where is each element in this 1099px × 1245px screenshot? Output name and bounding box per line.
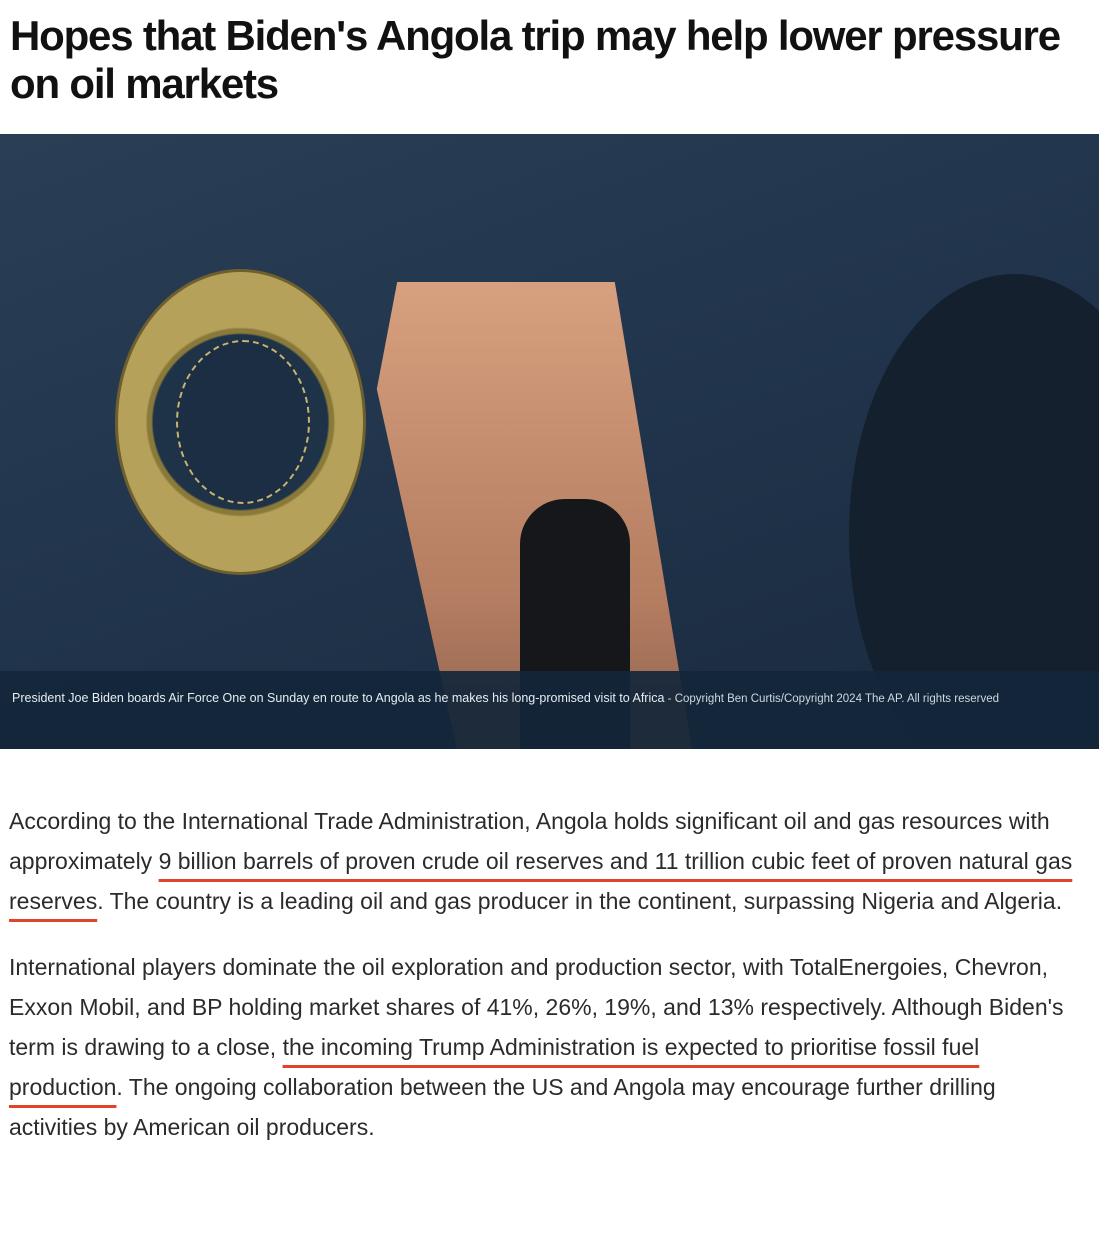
- caption-text: President Joe Biden boards Air Force One…: [12, 691, 665, 705]
- article-photo: President Joe Biden boards Air Force One…: [0, 134, 1099, 749]
- highlighted-text: the incoming Trump Administration is exp…: [9, 1034, 980, 1100]
- article-title: Hopes that Biden's Angola trip may help …: [10, 12, 1061, 107]
- paragraph: International players dominate the oil e…: [9, 954, 1064, 1140]
- photo-caption: President Joe Biden boards Air Force One…: [0, 671, 1099, 749]
- highlighted-text: 9 billion barrels of proven crude oil re…: [9, 848, 1073, 914]
- presidential-seal-icon: [115, 269, 366, 575]
- photo-credit: Copyright Ben Curtis/Copyright 2024 The …: [674, 693, 999, 705]
- article-body: According to the International Trade Adm…: [0, 749, 1099, 1147]
- paragraph: According to the International Trade Adm…: [9, 808, 1073, 914]
